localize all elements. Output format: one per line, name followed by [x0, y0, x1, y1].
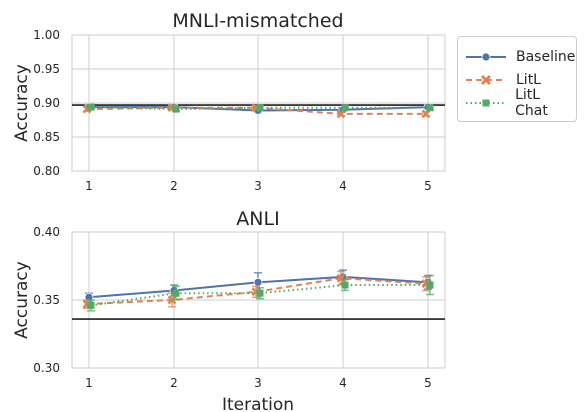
panel-mnli-mismatched: 1 2 3 4 5 1.00 0.95 0.90 0.85 0.80 MNLI-mismatche… [12, 10, 446, 193]
chart-marks [72, 269, 445, 320]
y-tick-label: 0.80 [33, 164, 60, 178]
legend-item-litl-chat: LitL Chat [464, 87, 576, 119]
legend: Baseline LitL LitL Chat [457, 36, 577, 122]
legend-item-litl: LitL [464, 70, 541, 90]
data-point [426, 281, 434, 289]
y-axis-label: Accuracy [12, 261, 32, 339]
data-point [172, 105, 180, 113]
data-point [341, 104, 349, 112]
legend-label: Baseline [516, 49, 576, 65]
data-point [256, 104, 264, 112]
x-axis-label: Iteration [222, 395, 294, 412]
x-tick-label: 1 [85, 376, 93, 390]
data-point [421, 109, 431, 119]
data-point [87, 301, 95, 309]
chart-title: ANLI [236, 208, 279, 230]
x-tick-label: 3 [254, 376, 262, 390]
chart-title: MNLI-mismatched [172, 10, 343, 32]
chart-marks [72, 102, 445, 119]
x-tick-label: 4 [339, 376, 347, 390]
y-tick-label: 1.00 [33, 28, 60, 42]
legend-item-baseline: Baseline [464, 47, 575, 67]
data-point [336, 273, 346, 283]
legend-label: LitL Chat [515, 87, 548, 119]
data-point [341, 281, 349, 289]
data-point [172, 289, 180, 297]
series-line [90, 284, 430, 307]
y-tick-label: 0.35 [33, 293, 60, 307]
series-line [86, 277, 427, 306]
data-point [426, 104, 434, 112]
data-point [253, 277, 263, 287]
y-axis-label: Accuracy [12, 64, 32, 142]
data-point [87, 103, 95, 111]
tick-labels: 1 2 3 4 5 1.00 0.95 0.90 0.85 0.80 [33, 28, 432, 193]
legend-label: LitL [516, 72, 541, 88]
data-point [336, 109, 346, 119]
grid-lines [72, 231, 445, 369]
x-tick-label: 2 [170, 179, 178, 193]
panel-anli: 1 2 3 4 5 0.40 0.35 0.30 ANLI Accuracy Iteratio… [12, 208, 446, 412]
y-tick-label: 0.40 [33, 225, 60, 239]
legend-swatch-baseline [466, 52, 506, 62]
x-tick-label: 5 [424, 376, 432, 390]
x-tick-label: 4 [339, 179, 347, 193]
x-tick-label: 2 [170, 376, 178, 390]
grid-lines [72, 34, 445, 172]
series-line [86, 106, 426, 115]
x-tick-label: 1 [85, 179, 93, 193]
tick-labels: 1 2 3 4 5 0.40 0.35 0.30 [33, 225, 432, 390]
y-tick-label: 0.85 [33, 130, 60, 144]
x-tick-label: 5 [424, 179, 432, 193]
x-tick-label: 3 [254, 179, 262, 193]
legend-swatch-litl [466, 74, 506, 86]
legend-swatch-litl-chat [466, 99, 506, 107]
data-point [256, 289, 264, 297]
y-tick-label: 0.90 [33, 96, 60, 110]
y-tick-label: 0.30 [33, 361, 60, 375]
y-tick-label: 0.95 [33, 62, 60, 76]
